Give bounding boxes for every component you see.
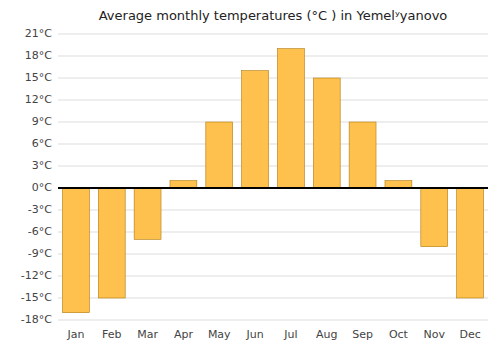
y-tick-label: -12°C — [21, 269, 52, 282]
grid-line — [58, 320, 488, 321]
bar — [313, 78, 340, 188]
bar — [349, 122, 376, 188]
bar — [134, 188, 161, 239]
bar — [277, 49, 304, 188]
y-tick-label: -9°C — [28, 247, 52, 260]
x-tick-label: Mar — [137, 328, 158, 341]
bar — [62, 188, 89, 313]
y-tick-label: 3°C — [32, 159, 52, 172]
y-tick-label: 21°C — [25, 27, 52, 40]
bar — [242, 71, 269, 188]
bar — [206, 122, 233, 188]
grid-line — [58, 144, 488, 145]
y-tick-label: 0°C — [32, 181, 52, 194]
y-tick-label: 9°C — [32, 115, 52, 128]
y-tick-label: 12°C — [25, 93, 52, 106]
y-tick-label: 6°C — [32, 137, 52, 150]
y-axis: -18°C -15°C -12°C -9°C -6°C -3°C 0°C 3°C 6°C 9°C 1… — [21, 27, 52, 326]
x-tick-label: May — [208, 328, 231, 341]
y-tick-label: -6°C — [28, 225, 52, 238]
x-tick-label: Aug — [316, 328, 337, 341]
y-tick-label: 18°C — [25, 49, 52, 62]
x-tick-label: Jun — [245, 328, 263, 341]
x-tick-label: Oct — [389, 328, 409, 341]
grid-line — [58, 166, 488, 167]
y-tick-label: -3°C — [28, 203, 52, 216]
grid-line — [58, 100, 488, 101]
x-tick-label: Jul — [283, 328, 297, 341]
x-tick-label: Sep — [352, 328, 373, 341]
zero-line — [58, 187, 488, 189]
x-tick-label: Apr — [174, 328, 194, 341]
x-tick-label: Nov — [424, 328, 446, 341]
bar — [421, 188, 448, 247]
x-tick-label: Dec — [459, 328, 480, 341]
bar — [385, 181, 412, 188]
bar — [170, 181, 197, 188]
grid-line — [58, 78, 488, 79]
y-tick-label: 15°C — [25, 71, 52, 84]
grid-line — [58, 188, 488, 189]
grid-line — [58, 122, 488, 123]
grid — [58, 34, 488, 320]
y-tick-label: -18°C — [21, 313, 52, 326]
x-tick-label: Feb — [102, 328, 121, 341]
x-tick-label: Jan — [66, 328, 84, 341]
bars — [62, 49, 483, 313]
x-axis: Jan Feb Mar Apr May Jun Jul Aug Sep Oct Nov Dec — [66, 328, 480, 341]
chart: -18°C -15°C -12°C -9°C -6°C -3°C 0°C 3°C 6°C 9°C 1… — [0, 0, 500, 350]
bar — [457, 188, 484, 298]
title: Average monthly temperatures (°C ) in Ye… — [99, 8, 448, 23]
grid-line — [58, 34, 488, 35]
grid-line — [58, 56, 488, 57]
y-tick-label: -15°C — [21, 291, 52, 304]
bar — [98, 188, 125, 298]
